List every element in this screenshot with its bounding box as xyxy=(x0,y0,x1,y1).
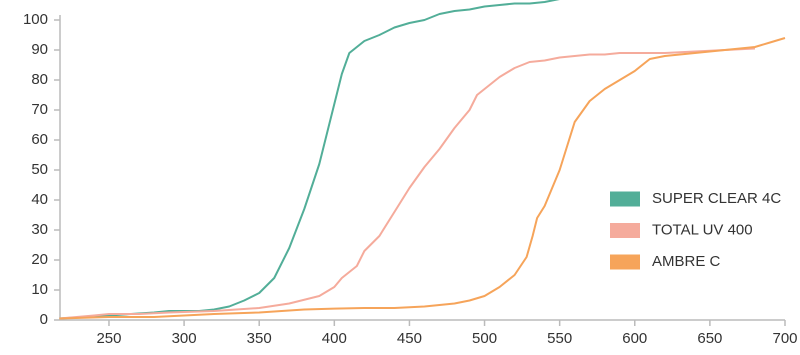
legend-swatch xyxy=(610,254,640,270)
x-tick-label: 650 xyxy=(697,330,722,347)
y-tick-label: 100 xyxy=(23,11,48,28)
x-tick-label: 250 xyxy=(96,330,121,347)
x-tick-label: 500 xyxy=(472,330,497,347)
y-tick-label: 40 xyxy=(31,191,48,208)
legend-swatch xyxy=(610,191,640,207)
series-line xyxy=(59,37,786,320)
y-tick-label: 80 xyxy=(31,71,48,88)
x-tick-label: 550 xyxy=(547,330,572,347)
legend-label: TOTAL UV 400 xyxy=(652,221,753,238)
legend-label: AMBRE C xyxy=(652,253,721,270)
y-tick-label: 90 xyxy=(31,41,48,58)
x-tick-label: 450 xyxy=(397,330,422,347)
y-tick-label: 50 xyxy=(31,161,48,178)
x-tick-label: 400 xyxy=(322,330,347,347)
x-tick-label: 700 xyxy=(772,330,797,347)
series-line xyxy=(59,47,756,320)
y-tick-label: 0 xyxy=(40,311,48,328)
x-tick-label: 600 xyxy=(622,330,647,347)
legend-swatch xyxy=(610,223,640,238)
y-tick-label: 30 xyxy=(31,221,48,238)
series-line xyxy=(59,0,568,320)
y-tick-label: 60 xyxy=(31,131,48,148)
legend-label: SUPER CLEAR 4C xyxy=(652,190,781,207)
y-tick-label: 20 xyxy=(31,251,48,268)
y-tick-label: 70 xyxy=(31,101,48,118)
x-tick-label: 300 xyxy=(172,330,197,347)
x-tick-label: 350 xyxy=(247,330,272,347)
y-tick-label: 10 xyxy=(31,281,48,298)
